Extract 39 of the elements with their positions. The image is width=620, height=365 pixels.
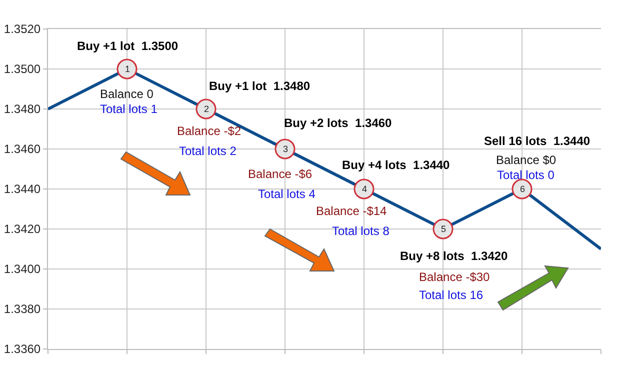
annotation: Total lots 8 (332, 224, 390, 238)
point (354, 178, 374, 200)
point (512, 178, 532, 200)
annotation: 2 (204, 104, 210, 114)
point (196, 98, 216, 120)
annotation: Buy +1 lot 1.3500 (77, 39, 178, 53)
point (432, 218, 454, 240)
annotation: Balance -$2 (177, 124, 242, 138)
y-tick-label: 1.3380 (4, 302, 41, 316)
y-tick-label: 1.3360 (4, 342, 41, 356)
annotation: Buy +4 lots 1.3440 (342, 158, 450, 172)
annotation: Buy +1 lot 1.3480 (209, 79, 310, 93)
annotation: 5 (441, 224, 446, 234)
annotation: Buy +2 lots 1.3460 (284, 116, 392, 130)
y-tick-label: 1.3460 (4, 142, 41, 156)
annotation: Sell 16 lots 1.3440 (484, 134, 590, 148)
point (274, 138, 296, 160)
annotation: Total lots 1 (100, 102, 158, 116)
annotation: 6 (520, 184, 526, 194)
annotation: Balance -$14 (316, 204, 388, 218)
y-tick-label: 1.3500 (4, 62, 41, 76)
annotation: 1 (125, 64, 130, 74)
annotation: Total lots 0 (497, 168, 555, 182)
annotation: Balance -$30 (419, 270, 490, 284)
annotation: Buy +8 lots 1.3420 (400, 249, 508, 263)
annotation: Balance $0 (496, 153, 556, 167)
y-tick-label: 1.3520 (4, 22, 41, 36)
y-tick-label: 1.3440 (4, 182, 41, 196)
annotation: Total lots 4 (258, 187, 316, 201)
point (116, 58, 138, 80)
annotation: Total lots 2 (179, 144, 237, 158)
y-tick-label: 1.3480 (4, 102, 41, 116)
annotation: Balance 0 (100, 87, 154, 101)
y-tick-label: 1.3420 (4, 222, 41, 236)
annotation: Total lots 16 (419, 288, 484, 302)
annotation: 3 (283, 144, 288, 154)
annotation: Balance -$6 (248, 167, 312, 181)
y-tick-label: 1.3400 (4, 262, 41, 276)
annotation: 4 (362, 184, 368, 194)
